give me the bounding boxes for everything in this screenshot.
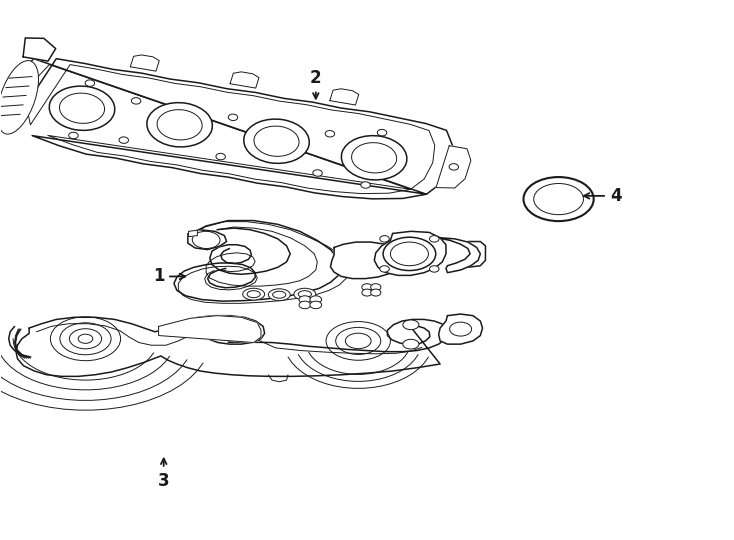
Ellipse shape — [534, 184, 584, 215]
Polygon shape — [330, 242, 402, 279]
Ellipse shape — [49, 86, 115, 130]
Ellipse shape — [216, 153, 225, 160]
Ellipse shape — [377, 130, 387, 136]
Ellipse shape — [254, 126, 299, 157]
Ellipse shape — [341, 136, 407, 180]
Ellipse shape — [352, 143, 396, 173]
Polygon shape — [23, 38, 56, 61]
Ellipse shape — [294, 288, 316, 300]
Polygon shape — [330, 89, 359, 105]
Ellipse shape — [362, 289, 372, 296]
Ellipse shape — [131, 98, 141, 104]
Ellipse shape — [85, 80, 95, 86]
Polygon shape — [440, 238, 480, 273]
Ellipse shape — [371, 289, 381, 296]
Ellipse shape — [299, 301, 310, 309]
Ellipse shape — [362, 284, 372, 291]
Polygon shape — [436, 146, 471, 188]
Ellipse shape — [244, 119, 309, 164]
Ellipse shape — [325, 131, 335, 137]
Ellipse shape — [429, 266, 439, 272]
Ellipse shape — [310, 296, 321, 303]
Ellipse shape — [192, 231, 220, 248]
Ellipse shape — [228, 114, 238, 120]
Polygon shape — [189, 230, 197, 237]
Ellipse shape — [247, 291, 261, 298]
Ellipse shape — [361, 182, 371, 188]
Ellipse shape — [449, 164, 459, 170]
Ellipse shape — [523, 177, 594, 221]
Ellipse shape — [310, 301, 321, 309]
Ellipse shape — [379, 235, 389, 242]
Polygon shape — [188, 230, 227, 249]
Ellipse shape — [429, 235, 439, 242]
Ellipse shape — [383, 237, 436, 271]
Ellipse shape — [299, 296, 310, 303]
Ellipse shape — [450, 322, 471, 336]
Ellipse shape — [390, 242, 429, 266]
Ellipse shape — [371, 284, 381, 291]
Ellipse shape — [379, 266, 389, 272]
Text: 1: 1 — [153, 267, 185, 286]
Polygon shape — [10, 59, 453, 199]
Ellipse shape — [243, 288, 265, 300]
Polygon shape — [230, 72, 259, 88]
Ellipse shape — [403, 320, 419, 329]
Polygon shape — [16, 316, 449, 376]
Polygon shape — [131, 55, 159, 71]
Ellipse shape — [147, 103, 212, 147]
Polygon shape — [174, 220, 341, 301]
Text: 3: 3 — [158, 458, 170, 490]
Ellipse shape — [269, 289, 290, 301]
Ellipse shape — [0, 60, 38, 134]
Polygon shape — [439, 314, 482, 344]
Ellipse shape — [272, 291, 286, 298]
Ellipse shape — [157, 110, 202, 140]
Polygon shape — [159, 316, 261, 342]
Ellipse shape — [59, 93, 104, 123]
Text: 4: 4 — [584, 187, 622, 205]
Polygon shape — [374, 231, 446, 275]
Ellipse shape — [69, 132, 79, 139]
Ellipse shape — [313, 170, 322, 176]
Ellipse shape — [298, 291, 311, 298]
Ellipse shape — [119, 137, 128, 143]
Text: 2: 2 — [310, 69, 321, 99]
Ellipse shape — [403, 339, 419, 349]
